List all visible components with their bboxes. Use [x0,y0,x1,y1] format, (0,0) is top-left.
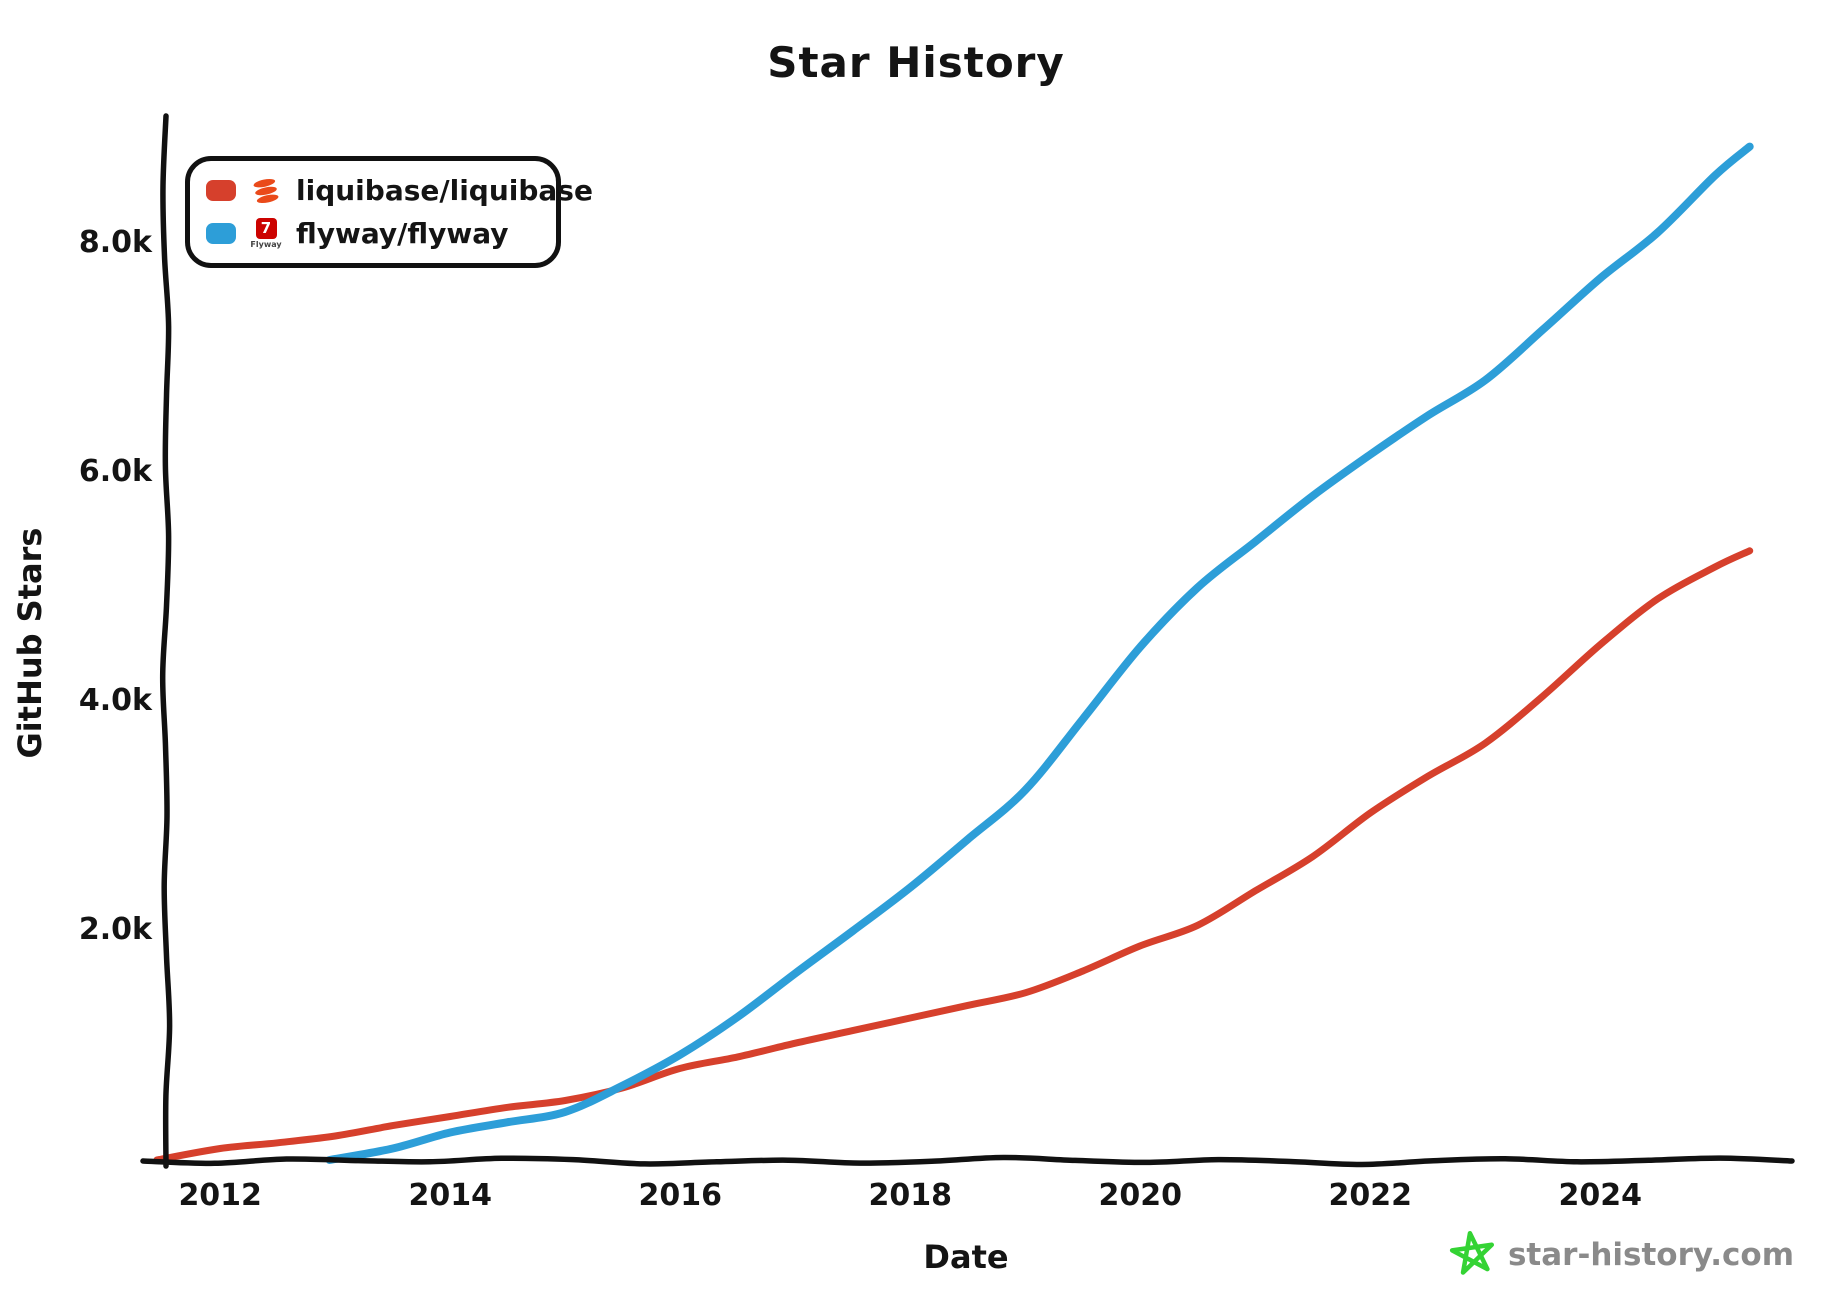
x-tick-label: 2024 [1558,1178,1642,1213]
x-tick-label: 2022 [1328,1178,1412,1213]
series-line-liquibase [153,547,1754,1164]
legend-item-liquibase: liquibase/liquibase [206,172,593,210]
flyway-color-swatch [206,223,236,244]
flyway-arrow-glyph: 7 [260,219,272,237]
y-tick-label: 4.0k [78,682,152,718]
x-tick-label: 2016 [638,1178,722,1213]
x-tick-label: 2012 [178,1178,262,1213]
x-tick-label: 2020 [1098,1178,1182,1213]
liquibase-color-swatch [206,180,236,201]
star-icon [1449,1230,1494,1275]
y-axis-line [159,113,173,1169]
legend: liquibase/liquibase 7 Flyway flyway/flyw… [185,156,593,268]
x-axis-line [140,1154,1795,1168]
legend-item-label: flyway/flyway [296,217,509,250]
legend-item-flyway: 7 Flyway flyway/flyway [206,215,540,253]
liquibase-logo-icon [249,172,283,210]
y-tick-label: 2.0k [78,911,152,947]
page-title: Star History [767,38,1065,87]
x-tick-label: 2018 [868,1178,952,1213]
watermark-link[interactable]: star-history.com [1507,1237,1794,1273]
y-axis-label: GitHub Stars [11,527,49,759]
watermark[interactable]: star-history.com [1448,1228,1794,1282]
x-tick-label: 2014 [408,1178,492,1213]
y-tick-label: 8.0k [78,224,152,260]
series-line-flyway [325,142,1754,1164]
flyway-logo-icon: 7 Flyway [249,215,283,253]
flyway-logo-text: Flyway [250,240,282,249]
legend-item-label: liquibase/liquibase [296,174,593,207]
x-axis-label: Date [923,1238,1009,1276]
y-tick-label: 6.0k [78,453,152,489]
